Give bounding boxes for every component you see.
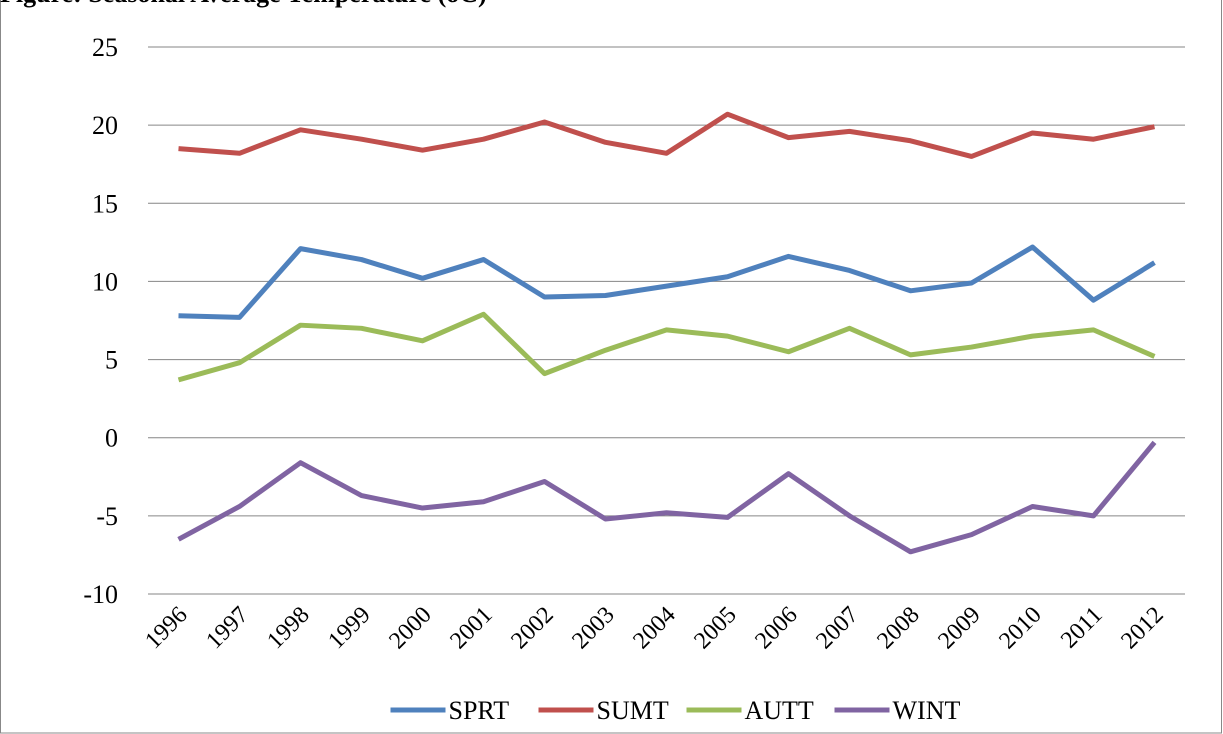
x-tick-label: 1999 — [323, 602, 375, 654]
x-tick-label: 2002 — [506, 602, 558, 654]
y-tick-label: 25 — [92, 33, 118, 62]
x-tick-label: 1997 — [201, 602, 253, 654]
x-tick-label: 1998 — [262, 602, 314, 654]
x-tick-label: 2010 — [994, 602, 1046, 654]
legend-label: AUTT — [745, 696, 814, 725]
x-tick-label: 2009 — [933, 602, 985, 654]
series-line — [177, 311, 1156, 383]
x-tick-label: 2008 — [872, 602, 924, 654]
y-tick-label: -10 — [83, 580, 118, 609]
x-tick-label: 2001 — [445, 602, 497, 654]
chart-title: Figure: Seasonal Average Temperature (oC… — [0, 0, 487, 8]
series-line — [177, 440, 1157, 555]
y-tick-label: 10 — [92, 267, 118, 296]
x-tick-label: 2003 — [567, 602, 619, 654]
x-tick-label: 1996 — [140, 602, 192, 654]
x-tick-label: 2011 — [1056, 602, 1108, 654]
legend-label: SPRT — [449, 696, 510, 725]
x-tick-label: 2007 — [811, 602, 863, 654]
y-tick-label: 0 — [105, 424, 118, 453]
series-line — [178, 111, 1156, 159]
x-tick-label: 2006 — [750, 602, 802, 654]
x-tick-label: 2000 — [384, 602, 436, 654]
x-tick-label: 2005 — [689, 602, 741, 654]
y-tick-label: -5 — [96, 502, 118, 531]
series-line — [178, 244, 1156, 320]
y-tick-label: 5 — [105, 346, 118, 375]
y-tick-label: 20 — [92, 111, 118, 140]
legend-label: SUMT — [597, 696, 669, 725]
x-tick-label: 2012 — [1116, 602, 1168, 654]
x-tick-label: 2004 — [628, 602, 680, 654]
y-tick-label: 15 — [92, 189, 118, 218]
legend-label: WINT — [893, 696, 961, 725]
